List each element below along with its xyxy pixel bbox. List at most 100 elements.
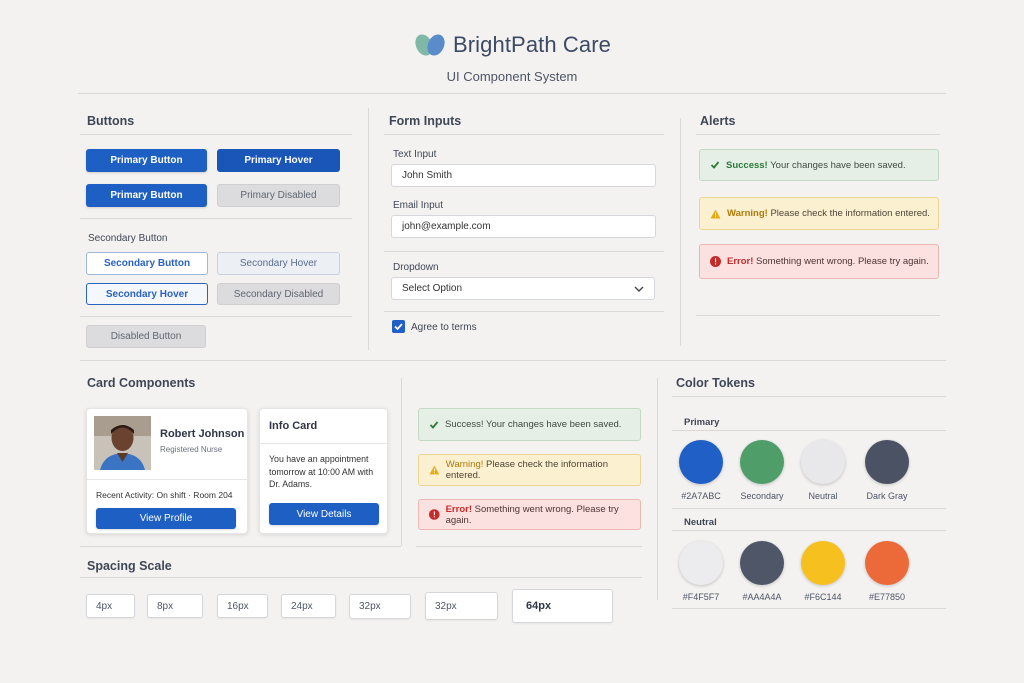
colors-section-title: Color Tokens [676, 376, 755, 390]
check-icon [710, 161, 720, 169]
secondary-disabled-button: Secondary Disabled [217, 283, 340, 305]
spacing-title-divider [80, 577, 642, 578]
error-alert-2: Error! Something went wrong. Please try … [418, 499, 641, 530]
secondary-hover-focus-button[interactable]: Secondary Hover [86, 283, 208, 305]
alerts-section-title: Alerts [700, 114, 736, 128]
spacing-64px: 64px [512, 589, 613, 623]
spacing-section-title: Spacing Scale [87, 559, 172, 573]
leaf-logo-icon [415, 34, 445, 56]
primary-swatch-0 [679, 440, 723, 484]
email-input-label: Email Input [393, 200, 444, 211]
form-divider-2 [384, 311, 664, 312]
buttons-divider-2 [80, 316, 352, 317]
success-alert: Success! Your changes have been saved. [699, 149, 939, 181]
spacing-24px: 24px [281, 594, 336, 618]
email-input-value: john@example.com [402, 221, 491, 232]
mid-divider [80, 360, 946, 361]
warning-alert: Warning! Please check the information en… [699, 197, 939, 230]
view-details-button[interactable]: View Details [269, 503, 379, 525]
primary-swatch-2 [801, 440, 845, 484]
agree-checkbox-label: Agree to terms [411, 322, 477, 333]
avatar [94, 416, 151, 470]
success-alert-text: Success! Your changes have been saved. [726, 159, 906, 171]
check-icon [429, 420, 439, 429]
info-card-body: You have an appointment tomorrow at 10:0… [269, 454, 374, 489]
colors-title-divider [672, 396, 946, 397]
primary-hover-button[interactable]: Primary Hover [217, 149, 340, 172]
secondary-button[interactable]: Secondary Button [86, 252, 208, 275]
mid-alerts-divider [416, 546, 642, 547]
neutral-swatch-label-2: #F6C144 [804, 592, 842, 602]
warning-triangle-icon [429, 465, 440, 475]
primary-swatch-1 [740, 440, 784, 484]
primary-colors-divider [672, 430, 946, 431]
warning-triangle-icon [710, 209, 721, 218]
error-alert: Error! Something went wrong. Please try … [699, 244, 939, 279]
email-input[interactable]: john@example.com [391, 215, 656, 238]
agree-checkbox[interactable] [392, 320, 405, 333]
primary-button[interactable]: Primary Button [86, 149, 207, 172]
error-alert-2-text: Error! Something went wrong. Please try … [445, 503, 619, 526]
column-divider-1 [368, 108, 369, 350]
primary-colors-heading: Primary [684, 417, 720, 428]
neutral-swatch-label-3: #E77850 [868, 592, 906, 602]
buttons-divider-1 [80, 218, 352, 219]
neutral-colors-heading: Neutral [684, 517, 717, 528]
profile-role: Registered Nurse [160, 445, 223, 454]
spacing-32px: 32px [349, 594, 411, 619]
primary-swatch-label-0: #2A7ABC [681, 491, 721, 501]
profile-card-divider [87, 479, 249, 480]
warning-alert-2-text: Warning! Please check the information en… [445, 459, 608, 481]
success-alert-2: Success! Your changes have been saved. [418, 408, 641, 441]
dropdown-select[interactable]: Select Option [391, 277, 655, 300]
profile-name: Robert Johnson [160, 428, 245, 440]
brand-name: BrightPath Care [452, 32, 612, 57]
text-input-value: John Smith [402, 170, 453, 181]
primary-swatch-3 [865, 440, 909, 484]
profile-activity: Recent Activity: On shift · Room 204 [96, 490, 233, 500]
cards-bottom-divider [80, 546, 401, 547]
primary-button-2[interactable]: Primary Button [86, 184, 207, 207]
profile-card: Robert Johnson Registered Nurse Recent A… [86, 408, 249, 534]
column-divider-2 [680, 118, 681, 346]
info-card-divider [260, 443, 389, 444]
text-input[interactable]: John Smith [391, 164, 656, 187]
buttons-section-title: Buttons [87, 114, 135, 128]
primary-swatch-label-3: Dark Gray [866, 491, 908, 501]
alerts-title-divider [696, 134, 940, 135]
brand-header: BrightPath Care [0, 32, 1024, 58]
info-card: Info Card You have an appointment tomorr… [259, 408, 389, 534]
disabled-button: Disabled Button [86, 325, 206, 348]
secondary-hover-button[interactable]: Secondary Hover [217, 252, 340, 275]
cards-column-divider [401, 378, 402, 546]
neutral-swatch-label-0: #F4F5F7 [682, 592, 720, 602]
header-divider [78, 93, 946, 94]
neutral-swatch-label-1: #AA4A4A [742, 592, 782, 602]
colors-bottom-divider [672, 608, 946, 609]
form-divider-1 [384, 251, 664, 252]
buttons-title-divider [80, 134, 352, 135]
error-alert-text: Error! Something went wrong. Please try … [727, 256, 929, 267]
chevron-down-icon [634, 286, 644, 292]
warning-alert-text: Warning! Please check the information en… [727, 208, 930, 219]
neutral-swatch-2 [801, 541, 845, 585]
neutral-swatch-1 [740, 541, 784, 585]
alerts-divider [696, 315, 940, 316]
primary-swatch-label-2: Neutral [808, 491, 838, 501]
error-circle-icon [710, 256, 721, 267]
colors-mid-divider [672, 508, 946, 509]
spacing-8px: 8px [147, 594, 203, 618]
page-subtitle: UI Component System [446, 69, 578, 84]
neutral-swatch-0 [679, 541, 723, 585]
neutral-swatch-3 [865, 541, 909, 585]
warning-alert-2: Warning! Please check the information en… [418, 454, 641, 486]
spacing-16px: 16px [217, 594, 268, 618]
info-card-title: Info Card [269, 420, 318, 432]
checkmark-icon [394, 323, 403, 331]
view-profile-button[interactable]: View Profile [96, 508, 236, 529]
primary-disabled-button: Primary Disabled [217, 184, 340, 207]
spacing-4px: 4px [86, 594, 135, 618]
dropdown-value: Select Option [402, 283, 463, 294]
form-section-title: Form Inputs [389, 114, 462, 128]
form-title-divider [384, 134, 664, 135]
